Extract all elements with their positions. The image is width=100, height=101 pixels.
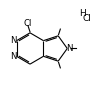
Text: H: H <box>79 9 85 18</box>
Text: Cl: Cl <box>83 14 91 23</box>
Text: N: N <box>10 52 17 61</box>
Text: Cl: Cl <box>24 19 32 28</box>
Text: N: N <box>66 44 73 53</box>
Text: N: N <box>10 36 17 45</box>
